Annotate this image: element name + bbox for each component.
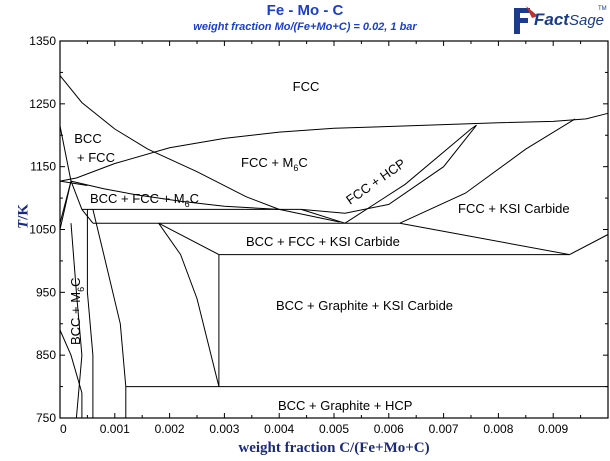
y-tick-label: 950 — [36, 285, 56, 299]
region-bcc-fcc-ksi: BCC + FCC + KSI Carbide — [246, 234, 400, 249]
region-bcc-graphite-hcp: BCC + Graphite + HCP — [278, 398, 412, 413]
phase-boundary-12 — [344, 124, 477, 224]
x-tick-label: 0.003 — [209, 422, 239, 436]
phase-boundary-10 — [300, 208, 346, 224]
y-tick-label: 1150 — [30, 160, 56, 174]
region-bcc-fcc-line1: BCC — [74, 131, 101, 146]
phase-boundary-24 — [92, 209, 127, 418]
phase-boundary-23 — [158, 222, 220, 387]
phase-boundary-20 — [569, 234, 609, 256]
plot-frame — [59, 40, 609, 419]
x-tick-label: 0.007 — [429, 422, 459, 436]
phase-boundary-9 — [70, 180, 83, 210]
x-tick-label: 0.005 — [319, 422, 349, 436]
region-fcc: FCC — [293, 79, 320, 94]
x-tick-label: 0.008 — [483, 422, 513, 436]
phase-boundary-26 — [70, 223, 83, 419]
x-tick-label: 0.001 — [100, 422, 130, 436]
phase-boundary-lines — [59, 75, 609, 419]
x-tick-label: 0 — [60, 422, 67, 436]
x-tick-label: 0.006 — [374, 422, 404, 436]
phase-boundary-13 — [301, 124, 477, 214]
phase-boundary-11 — [279, 208, 340, 223]
factsage-logo-mark — [514, 6, 538, 34]
region-bcc-m6c: BCC + M6C — [68, 278, 86, 346]
phase-boundary-2 — [59, 112, 609, 182]
phase-boundary-3 — [70, 180, 280, 210]
factsage-logo-text: FactSage — [534, 10, 605, 29]
phase-boundary-6 — [59, 125, 72, 182]
phase-boundary-7 — [59, 180, 72, 224]
phase-boundary-25 — [86, 209, 94, 418]
y-tick-label: 850 — [36, 348, 56, 362]
x-tick-label: 0.009 — [538, 422, 568, 436]
x-tick-label: 0.004 — [264, 422, 294, 436]
y-tick-label: 750 — [36, 411, 56, 425]
region-fcc-hcp: FCC + HCP — [343, 156, 408, 208]
trademark-mark: TM — [598, 6, 607, 12]
phase-boundary-14 — [399, 118, 576, 224]
factsage-logo: FactSage TM — [512, 4, 608, 38]
region-bcc-fcc-line2: + FCC — [77, 150, 115, 165]
region-fcc-m6c: FCC + M6C — [241, 155, 308, 173]
phase-boundary-27 — [59, 329, 83, 418]
x-tick-label: 0.002 — [155, 422, 185, 436]
phase-boundary-1 — [59, 75, 280, 210]
axis-ticks: 0 0.001 0.002 0.003 0.004 0.005 0.006 0.007 0.00… — [29, 34, 609, 436]
phase-boundary-17 — [158, 222, 220, 256]
y-tick-label: 1250 — [29, 97, 56, 111]
y-tick-label: 1050 — [29, 223, 56, 237]
region-bcc-fcc-m6c: BCC + FCC + M6C — [90, 191, 199, 209]
region-fcc-ksi: FCC + KSI Carbide — [458, 201, 570, 216]
region-bcc-graphite-ksi: BCC + Graphite + KSI Carbide — [276, 298, 453, 313]
diagram-title: Fe - Mo - C — [266, 2, 344, 19]
diagram-subtitle: weight fraction Mo/(Fe+Mo+C) = 0.02, 1 b… — [193, 21, 417, 33]
phase-boundary-5 — [59, 180, 88, 186]
phase-boundary-19 — [399, 222, 570, 256]
y-tick-label: 1350 — [29, 34, 56, 48]
x-axis-label: weight fraction C/(Fe+Mo+C) — [238, 440, 430, 456]
